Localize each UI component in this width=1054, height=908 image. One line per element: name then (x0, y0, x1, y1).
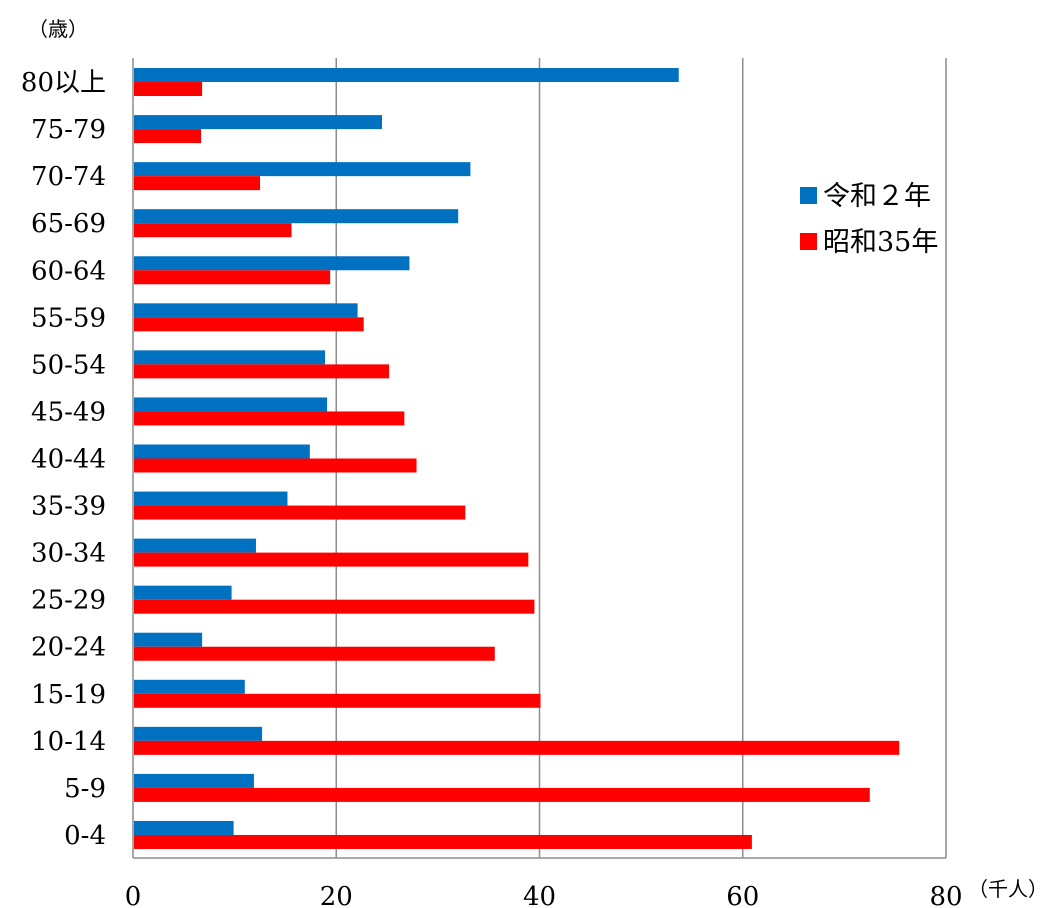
legend-swatch (800, 233, 817, 250)
bar (134, 68, 679, 83)
bar (134, 585, 232, 600)
bar (134, 599, 535, 614)
bar (134, 679, 245, 694)
category-label: 70-74 (31, 162, 106, 192)
bar (134, 538, 256, 553)
bar (134, 834, 752, 849)
category-label: 60-64 (31, 256, 106, 286)
legend-label: 令和２年 (823, 181, 931, 212)
category-label: 65-69 (31, 209, 106, 239)
category-label: 0-4 (64, 821, 106, 851)
category-label: 30-34 (31, 539, 106, 569)
bar (134, 693, 541, 708)
bar (134, 787, 870, 802)
legend-swatch (800, 187, 817, 204)
category-label: 45-49 (31, 397, 106, 427)
x-tick-label: 80 (929, 882, 962, 908)
bar (134, 740, 900, 755)
category-labels: 80以上 75-79 70-74 65-69 60-64 55-59 50-54 45-49 4… (21, 68, 106, 851)
bar (134, 820, 234, 835)
category-label: 40-44 (31, 445, 106, 475)
bar (134, 552, 529, 567)
bar (134, 491, 288, 506)
bar (134, 115, 382, 130)
x-tick-label: 20 (320, 882, 353, 908)
bar (134, 397, 328, 412)
x-tick-labels: 0 20 40 60 80 (125, 882, 963, 908)
category-label: 20-24 (31, 633, 106, 663)
category-label: 50-54 (31, 350, 106, 380)
bar (134, 209, 459, 224)
bar (134, 632, 203, 647)
x-tick-label: 0 (125, 882, 142, 908)
category-label: 35-39 (31, 492, 106, 522)
bar (134, 364, 390, 379)
category-label: 80以上 (21, 68, 106, 98)
bar (134, 317, 364, 332)
category-label: 25-29 (31, 586, 106, 616)
category-label: 55-59 (31, 303, 106, 333)
bar (134, 350, 326, 365)
bar (134, 223, 292, 238)
category-label: 75-79 (31, 115, 106, 145)
bars (134, 68, 900, 849)
x-tick-label: 60 (726, 882, 759, 908)
category-label: 10-14 (31, 727, 106, 757)
x-tick-label: 40 (523, 882, 556, 908)
x-axis-unit-label: （千人） (968, 877, 1048, 901)
bar (134, 176, 261, 191)
bar (134, 458, 417, 473)
bar (134, 162, 471, 177)
bar (134, 411, 405, 426)
bar (134, 129, 202, 144)
bar (134, 270, 331, 285)
category-label: 15-19 (31, 680, 106, 710)
bar (134, 773, 254, 788)
grid-lines (335, 58, 947, 858)
axes (132, 58, 946, 859)
category-label: 5-9 (64, 774, 106, 804)
bar (134, 82, 203, 97)
bar (134, 726, 263, 741)
bar (134, 303, 358, 318)
bar (134, 256, 410, 271)
legend-label: 昭和35年 (823, 227, 938, 258)
bar (134, 646, 495, 661)
bar (134, 505, 466, 520)
y-axis-unit-label: （歳） (28, 17, 88, 41)
bar (134, 444, 310, 459)
